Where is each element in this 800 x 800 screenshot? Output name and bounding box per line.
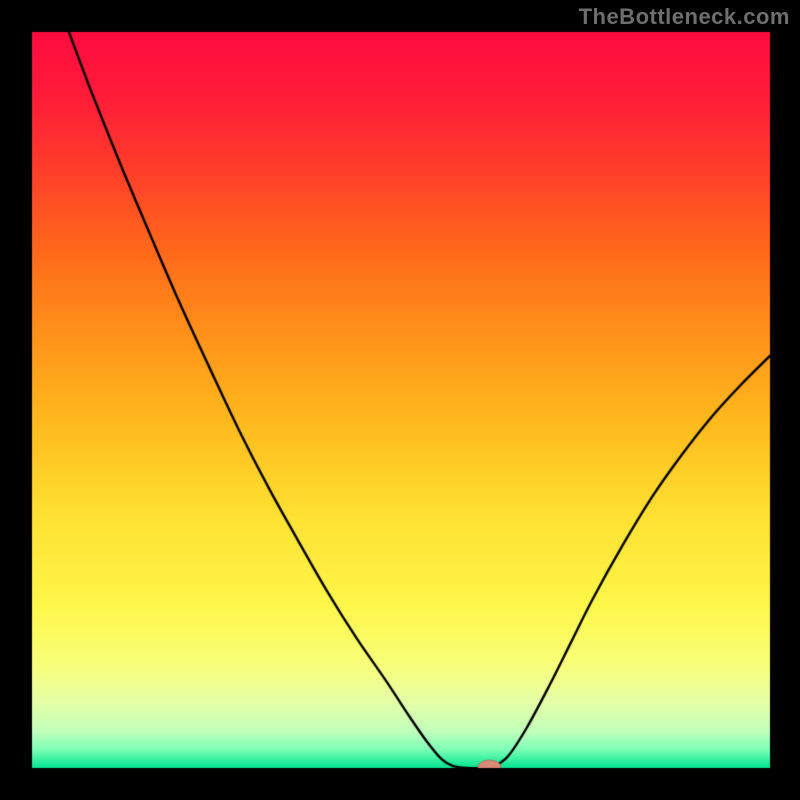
watermark-text: TheBottleneck.com (579, 4, 790, 30)
chart-container: TheBottleneck.com (0, 0, 800, 800)
bottleneck-chart (0, 0, 800, 800)
